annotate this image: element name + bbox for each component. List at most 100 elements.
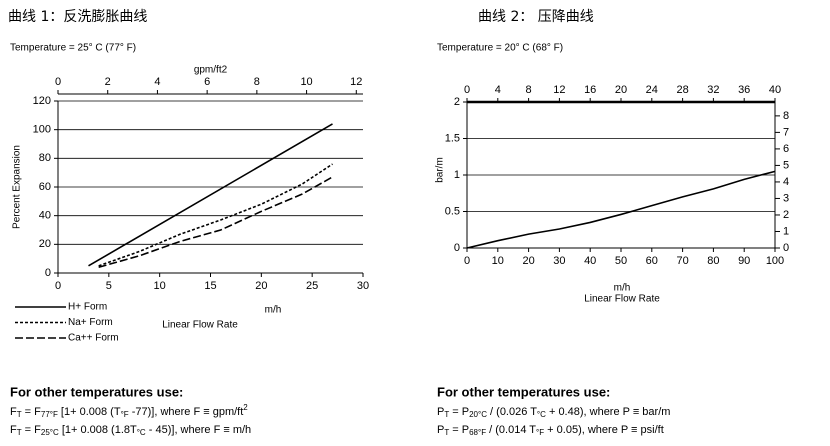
x2-tick-label: 8 xyxy=(526,84,532,96)
y-tick-label: 20 xyxy=(39,238,51,250)
x-tick-label: 20 xyxy=(255,280,267,292)
formula-part: 68°F xyxy=(469,428,486,437)
formula-part: T xyxy=(17,410,22,419)
formula-part: = F xyxy=(22,424,42,436)
y-tick-label: 80 xyxy=(39,152,51,164)
x2-tick-label: 28 xyxy=(676,84,688,96)
x2-tick-label: 12 xyxy=(553,84,565,96)
formula-part: °F xyxy=(121,410,129,419)
formula-part: 25°C xyxy=(41,428,59,437)
formula-part: 20°C xyxy=(469,410,487,419)
formula-part: = F xyxy=(22,406,42,418)
formula: FT = F77°F [1+ 0.008 (T°F -77)], where F… xyxy=(10,403,248,419)
x2-tick-label: 2 xyxy=(105,76,111,88)
y2-tick-label: 2 xyxy=(783,209,789,221)
y-tick-label: 0 xyxy=(454,242,460,254)
x-tick-label: 50 xyxy=(615,255,627,267)
x-tick-label: 10 xyxy=(492,255,504,267)
x-tick-label: 100 xyxy=(766,255,784,267)
formula-part: -77)], where F ≡ gpm/ft xyxy=(129,406,244,418)
y2-tick-label: 3 xyxy=(783,192,789,204)
x2-axis-title: gpm/ft2 xyxy=(194,65,228,76)
y-tick-label: 2 xyxy=(454,96,460,108)
formula-part: + 0.48), where P ≡ bar/m xyxy=(546,406,671,418)
y2-tick-label: 7 xyxy=(783,126,789,138)
formula-part: T xyxy=(444,410,449,419)
x2-tick-label: 16 xyxy=(584,84,596,96)
formula-part: F xyxy=(10,424,17,436)
series-line xyxy=(466,170,776,249)
x2-tick-label: 6 xyxy=(204,76,210,88)
series-line xyxy=(98,163,333,267)
y-tick-label: 100 xyxy=(33,124,51,136)
formula-part: - 45)], where F ≡ m/h xyxy=(146,424,251,436)
x-tick-label: 10 xyxy=(154,280,166,292)
formula-part: °C xyxy=(137,428,146,437)
x2-tick-label: 4 xyxy=(495,84,501,96)
chart-title: 曲线 2： 压降曲线 xyxy=(478,9,594,25)
x2-tick-label: 24 xyxy=(646,84,658,96)
note-heading: For other temperatures use: xyxy=(10,384,183,399)
y2-tick-label: 0 xyxy=(783,242,789,254)
series-line xyxy=(88,123,333,267)
formula-part: = P xyxy=(449,424,469,436)
x-tick-label: 20 xyxy=(522,255,534,267)
legend-label: Ca++ Form xyxy=(68,333,119,344)
chart-title: 曲线 1：反洗膨胀曲线 xyxy=(8,8,147,25)
formula-part: 2 xyxy=(243,403,248,412)
x-tick-label: 5 xyxy=(106,280,112,292)
formula-part: [1+ 0.008 (T xyxy=(58,406,121,418)
formula-part: 77°F xyxy=(41,410,58,419)
x2-tick-label: 0 xyxy=(55,76,61,88)
x-tick-label: 30 xyxy=(357,280,369,292)
x-axis-title: m/h xyxy=(265,305,282,316)
x-tick-label: 15 xyxy=(204,280,216,292)
y-tick-label: 40 xyxy=(39,210,51,222)
formula-part: T xyxy=(444,428,449,437)
formula-part: F xyxy=(10,406,17,418)
formula: PT = P68°F / (0.014 T°F + 0.05), where P… xyxy=(437,424,664,437)
y-tick-label: 120 xyxy=(33,95,51,107)
x-tick-label: 80 xyxy=(707,255,719,267)
formula-part: + 0.05), where P ≡ psi/ft xyxy=(544,424,664,436)
y-tick-label: 1 xyxy=(454,169,460,181)
x-tick-label: 90 xyxy=(738,255,750,267)
chart-subtitle: Temperature = 25° C (77° F) xyxy=(10,43,136,54)
y-tick-label: 0.5 xyxy=(445,205,460,217)
x2-tick-label: 0 xyxy=(464,84,470,96)
formula-part: [1+ 0.008 (1.8T xyxy=(59,424,137,436)
x2-tick-label: 40 xyxy=(769,84,781,96)
chart-subtitle: Temperature = 20° C (68° F) xyxy=(437,43,563,54)
x2-tick-label: 8 xyxy=(254,76,260,88)
formula-part: / (0.014 T xyxy=(486,424,536,436)
x-tick-label: 0 xyxy=(55,280,61,292)
y2-tick-label: 6 xyxy=(783,143,789,155)
x2-tick-label: 10 xyxy=(300,76,312,88)
series-line xyxy=(98,176,333,269)
y-tick-label: 0 xyxy=(45,267,51,279)
y2-tick-label: 1 xyxy=(783,225,789,237)
legend-label: Na+ Form xyxy=(68,317,113,328)
x2-tick-label: 20 xyxy=(615,84,627,96)
y-tick-label: 1.5 xyxy=(445,132,460,144)
x-tick-label: 25 xyxy=(306,280,318,292)
note-heading: For other temperatures use: xyxy=(437,384,610,399)
x-tick-label: 60 xyxy=(646,255,658,267)
formula: FT = F25°C [1+ 0.008 (1.8T°C - 45)], whe… xyxy=(10,424,251,437)
y2-tick-label: 4 xyxy=(783,176,789,188)
x-axis-subtitle: Linear Flow Rate xyxy=(162,320,238,331)
formula-part: / (0.026 T xyxy=(487,406,537,418)
x-tick-label: 30 xyxy=(553,255,565,267)
x2-tick-label: 12 xyxy=(350,76,362,88)
formula-part: P xyxy=(437,406,444,418)
y-axis-title: bar/m xyxy=(435,157,446,183)
y-axis-title: Percent Expansion xyxy=(12,145,23,229)
x-tick-label: 70 xyxy=(676,255,688,267)
x2-tick-label: 4 xyxy=(154,76,160,88)
formula: PT = P20°C / (0.026 T°C + 0.48), where P… xyxy=(437,406,670,419)
x2-tick-label: 32 xyxy=(707,84,719,96)
x-axis-title: m/h xyxy=(614,283,631,294)
legend-label: H+ Form xyxy=(68,302,107,313)
formula-part: = P xyxy=(449,406,469,418)
